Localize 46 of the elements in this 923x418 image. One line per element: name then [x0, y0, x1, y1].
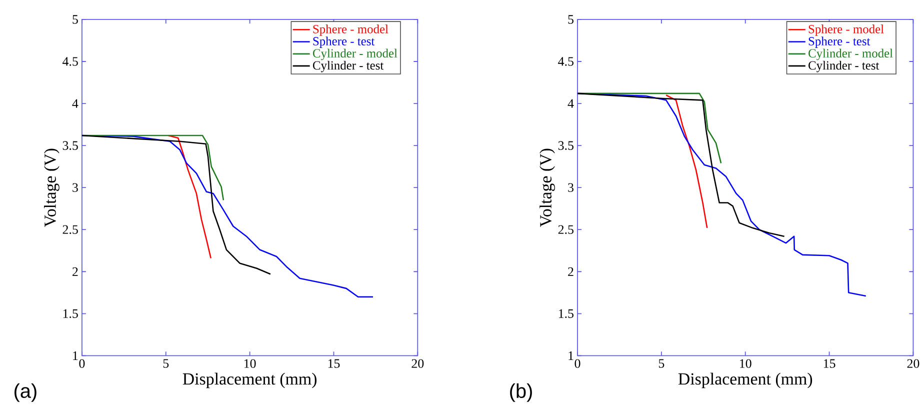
y-tick-label: 4.5	[62, 57, 78, 66]
x-tick-label: 15	[824, 359, 836, 368]
x-axis-title: Displacement (mm)	[182, 372, 316, 388]
y-tick-label: 4.5	[558, 57, 574, 66]
legend-label: Cylinder - test	[312, 61, 384, 72]
x-tick-label: 20	[907, 359, 920, 368]
legend-label: Cylinder - model	[808, 48, 893, 60]
y-tick-label: 3.5	[558, 141, 574, 150]
legend-label: Cylinder - model	[312, 48, 398, 60]
y-tick-label: 4	[568, 99, 574, 108]
y-tick-label: 2.5	[62, 225, 78, 234]
y-tick-label: 3.5	[62, 141, 78, 150]
line-series	[576, 92, 785, 238]
legend-label: Sphere - model	[808, 24, 884, 36]
x-tick-label: 20	[412, 359, 424, 368]
y-tick-label: 2	[72, 268, 78, 276]
line-series	[665, 94, 708, 229]
legend-label: Sphere - test	[313, 36, 375, 48]
y-tick-label: 2	[568, 268, 574, 276]
x-tick-label: 10	[244, 359, 256, 368]
y-axis-title: Voltage (V)	[44, 148, 60, 228]
legend-label: Cylinder - test	[808, 61, 880, 72]
y-tick-label: 5	[72, 15, 78, 24]
legend-label: Sphere - model	[313, 24, 388, 36]
line-series	[81, 135, 272, 275]
text: (a)	[14, 384, 36, 402]
y-tick-label: 4	[72, 99, 78, 108]
y-tick-label: 3	[72, 183, 78, 192]
x-tick-label: 5	[163, 359, 169, 368]
line-series	[168, 135, 212, 260]
y-tick-label: 1.5	[63, 309, 78, 318]
y-tick-label: 1	[568, 352, 574, 360]
x-tick-label: 10	[740, 359, 752, 368]
y-tick-label: 1.5	[558, 309, 574, 318]
x-tick-label: 15	[328, 359, 340, 368]
y-tick-label: 3	[568, 183, 574, 192]
y-axis-title: Voltage (V)	[540, 148, 555, 228]
text: (b)	[510, 384, 532, 402]
x-axis-title: Displacement (mm)	[678, 372, 812, 388]
x-tick-label: 5	[658, 359, 664, 368]
legend-label: Sphere - test	[808, 36, 870, 48]
y-tick-label: 2.5	[558, 225, 574, 234]
x-tick-label: 0	[574, 359, 580, 368]
y-tick-label: 1	[73, 352, 78, 360]
x-tick-label: 0	[79, 359, 85, 368]
y-tick-label: 5	[568, 15, 574, 24]
